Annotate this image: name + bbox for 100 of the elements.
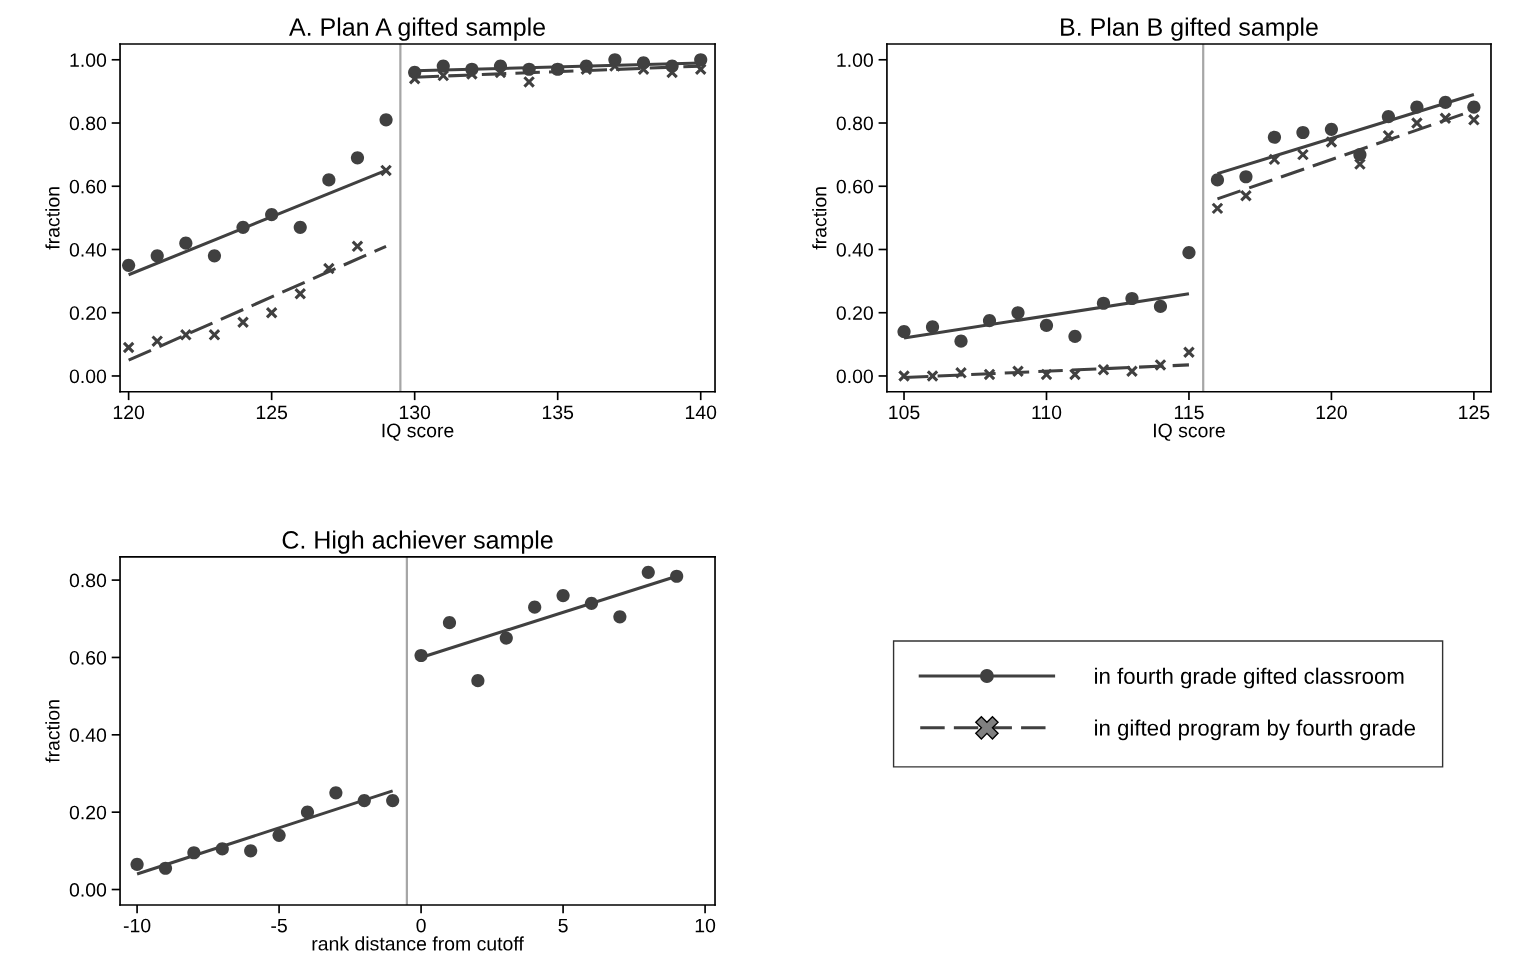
point: [1382, 129, 1395, 142]
point: [1211, 202, 1224, 215]
point: [265, 208, 279, 222]
y-tick-label: 0.00: [69, 882, 107, 897]
point: [1011, 365, 1025, 378]
y-tick-label: 0.40: [69, 728, 107, 743]
point: [379, 164, 393, 177]
x-tick-label: 105: [889, 405, 920, 420]
point: [1438, 95, 1452, 110]
point: [613, 610, 627, 624]
point: [926, 369, 939, 383]
point: [897, 369, 911, 383]
point: [1353, 157, 1367, 171]
point: [1410, 100, 1424, 114]
chart-title: A. Plan A gifted sample: [289, 17, 545, 41]
point: [386, 793, 400, 808]
y-tick-label: 0.20: [69, 805, 107, 820]
point: [1068, 329, 1082, 344]
point: [357, 793, 371, 808]
x-tick-label: 135: [542, 405, 574, 420]
y-tick-label: 0.00: [836, 369, 873, 384]
y-axis-title: fraction: [45, 700, 60, 763]
x-tick-label: 5: [558, 918, 568, 933]
point: [1268, 153, 1281, 166]
point: [584, 596, 599, 610]
point: [1039, 318, 1054, 332]
y-tick-label: 0.60: [69, 179, 107, 194]
point: [293, 220, 307, 234]
point: [436, 59, 450, 73]
point: [207, 249, 222, 263]
x-tick-label: 115: [1174, 405, 1204, 420]
chart-title: B. Plan B gifted sample: [1061, 17, 1318, 41]
point: [897, 325, 911, 339]
y-tick-label: 0.40: [836, 242, 873, 257]
x-axis-title: IQ score: [1154, 423, 1225, 441]
x-tick-label: 125: [1459, 405, 1490, 420]
point: [1381, 110, 1395, 124]
point: [322, 173, 336, 187]
x-axis-title: IQ score: [382, 423, 454, 441]
point: [1439, 112, 1452, 125]
y-axis-title: fraction: [45, 187, 60, 250]
point: [954, 366, 968, 379]
point: [158, 861, 173, 875]
x-tick-label: 0: [416, 918, 426, 933]
point: [122, 258, 136, 272]
point: [244, 844, 258, 858]
point: [1153, 299, 1168, 313]
y-tick-label: 0.80: [69, 573, 107, 588]
point: [1040, 368, 1053, 381]
x-tick-label: 110: [1032, 405, 1062, 420]
point: [982, 314, 997, 328]
point: [329, 786, 343, 800]
point: [1210, 173, 1225, 187]
y-tick-label: 0.80: [836, 116, 873, 131]
point: [1325, 135, 1338, 149]
point: [300, 805, 315, 819]
x-tick-label: 120: [1316, 405, 1347, 420]
point: [379, 113, 393, 127]
point: [1068, 368, 1082, 381]
x-tick-label: 130: [399, 405, 431, 420]
x-tick-label: 140: [685, 405, 717, 420]
y-tick-label: 0.20: [836, 306, 873, 320]
point: [528, 600, 542, 614]
point: [272, 828, 286, 842]
y-axis-title: fraction: [812, 187, 827, 250]
y-tick-label: 0.20: [69, 306, 107, 320]
point: [130, 857, 144, 871]
point: [471, 674, 485, 688]
y-tick-label: 0.00: [69, 369, 107, 384]
point: [350, 151, 365, 165]
point: [265, 306, 278, 319]
point: [694, 53, 708, 67]
y-tick-label: 0.60: [69, 650, 107, 665]
point: [1410, 116, 1424, 130]
point: [1296, 125, 1310, 140]
point: [236, 316, 250, 329]
y-tick-label: 1.00: [70, 53, 107, 68]
point: [641, 565, 655, 579]
point: [1182, 346, 1196, 359]
point: [1125, 365, 1139, 378]
point: [414, 648, 428, 663]
x-tick-label: -5: [271, 918, 287, 933]
point: [151, 335, 164, 348]
point: [522, 62, 536, 76]
point: [1353, 148, 1367, 162]
point: [954, 334, 968, 348]
point: [694, 63, 707, 76]
point: [1467, 100, 1481, 114]
point: [179, 236, 193, 250]
point: [351, 240, 364, 253]
x-tick-label: 125: [256, 405, 288, 420]
chart-title: C. High achiever sample: [282, 530, 553, 554]
point: [1239, 189, 1253, 202]
point: [179, 328, 193, 342]
y-tick-label: 0.80: [69, 116, 107, 131]
point: [983, 368, 996, 381]
point: [208, 328, 221, 342]
x-tick-label: 120: [113, 405, 145, 420]
point: [294, 287, 307, 300]
point: [150, 249, 164, 263]
